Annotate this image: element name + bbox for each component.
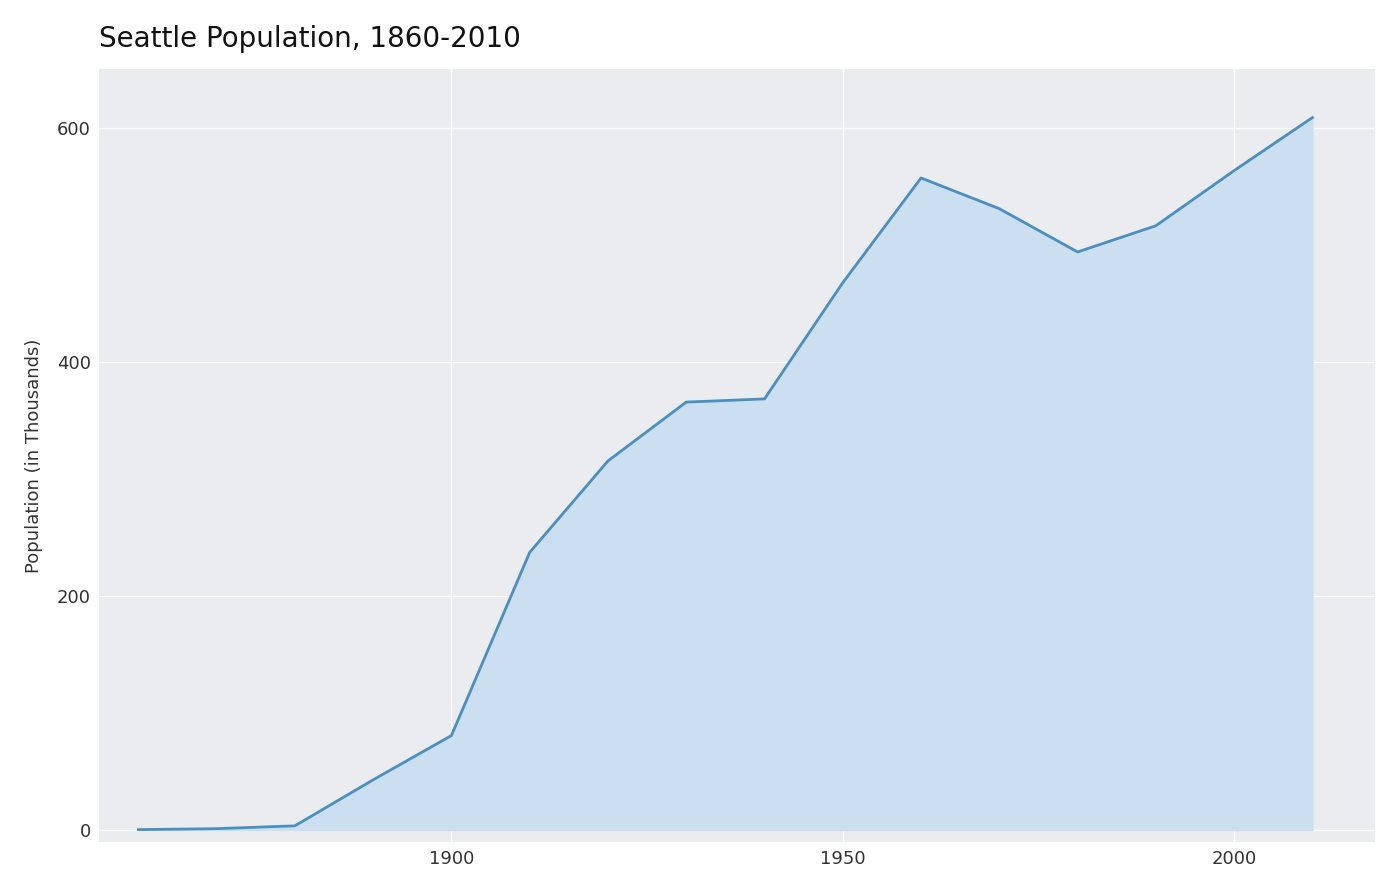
Text: Seattle Population, 1860-2010: Seattle Population, 1860-2010 — [99, 25, 521, 53]
Y-axis label: Population (in Thousands): Population (in Thousands) — [25, 338, 43, 572]
